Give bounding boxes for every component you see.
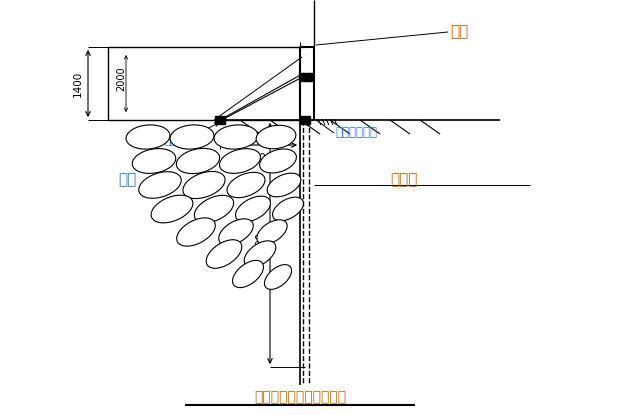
Ellipse shape	[183, 171, 225, 198]
Ellipse shape	[264, 265, 292, 289]
Ellipse shape	[177, 149, 220, 173]
Text: 钢管打入土体: 钢管打入土体	[335, 127, 377, 139]
Ellipse shape	[260, 149, 296, 173]
Text: 1000: 1000	[255, 230, 265, 256]
Text: 2000: 2000	[116, 66, 126, 91]
Ellipse shape	[139, 172, 181, 198]
Ellipse shape	[256, 125, 296, 149]
Ellipse shape	[227, 172, 265, 198]
Ellipse shape	[214, 125, 258, 149]
Polygon shape	[300, 116, 310, 124]
Ellipse shape	[132, 149, 176, 173]
Ellipse shape	[244, 241, 276, 267]
Text: 1400: 1400	[73, 71, 83, 97]
Ellipse shape	[170, 125, 214, 149]
Text: 围挡: 围挡	[450, 24, 468, 39]
Ellipse shape	[177, 218, 215, 246]
Ellipse shape	[267, 173, 301, 197]
Ellipse shape	[232, 260, 264, 288]
Ellipse shape	[151, 195, 193, 223]
Ellipse shape	[257, 220, 287, 244]
Ellipse shape	[126, 125, 170, 149]
Ellipse shape	[219, 219, 253, 245]
Text: 临水面: 临水面	[390, 173, 417, 188]
Ellipse shape	[206, 240, 242, 268]
Text: 砂袋: 砂袋	[118, 173, 136, 188]
Text: 1200: 1200	[247, 153, 273, 163]
Ellipse shape	[220, 149, 260, 173]
Text: 围墙墙体钢管沙袋加固图: 围墙墙体钢管沙袋加固图	[254, 390, 346, 404]
Text: 大夹子: 大夹子	[165, 135, 182, 145]
Ellipse shape	[236, 196, 271, 222]
Ellipse shape	[195, 195, 234, 223]
Polygon shape	[215, 116, 225, 124]
Polygon shape	[299, 73, 313, 81]
Ellipse shape	[273, 197, 303, 221]
